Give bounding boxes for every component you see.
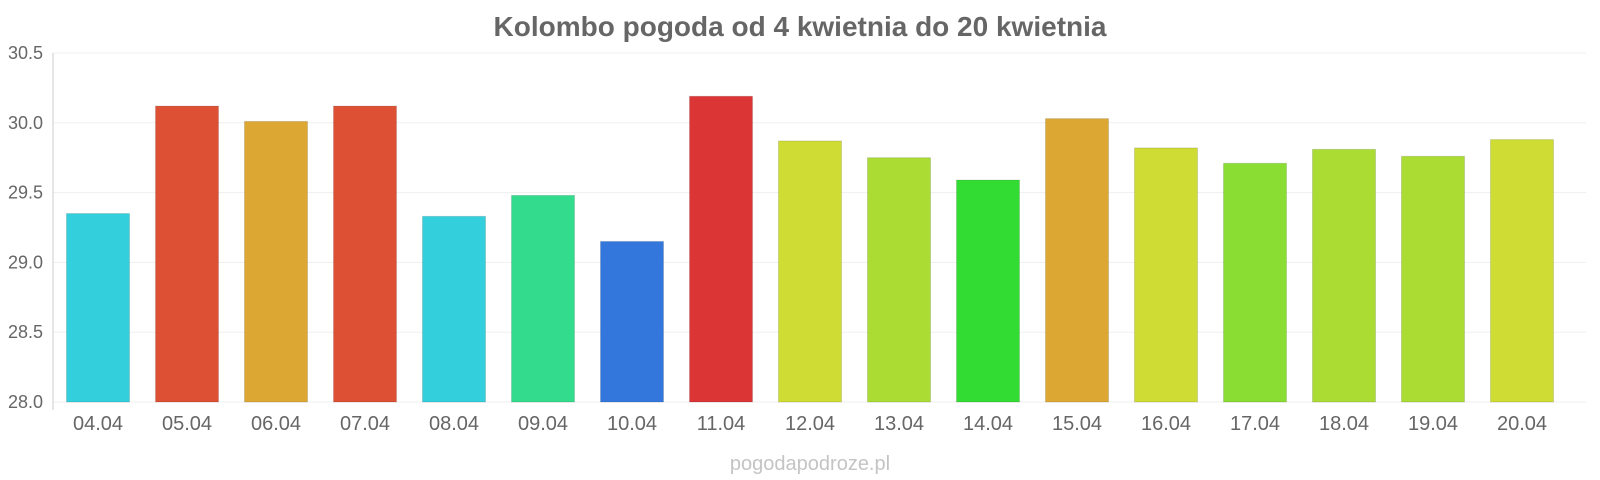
- bar: [511, 194, 575, 403]
- x-tick-label: 12.04: [785, 413, 835, 435]
- bar: [600, 240, 664, 403]
- y-tick-label: 30.5: [8, 43, 43, 63]
- x-tick-label: 07.04: [340, 413, 390, 435]
- x-tick-label: 15.04: [1052, 413, 1102, 435]
- x-tick-label: 08.04: [429, 413, 479, 435]
- chart-title: Kolombo pogoda od 4 kwietnia do 20 kwiet…: [494, 11, 1107, 42]
- bars: [66, 95, 1554, 403]
- x-tick-label: 04.04: [73, 413, 123, 435]
- bar: [867, 157, 931, 403]
- bar: [1223, 162, 1287, 403]
- y-axis-ticks: 28.0 28.5 29.0 29.5 30.0 30.5: [8, 43, 43, 412]
- x-tick-label: 05.04: [162, 413, 212, 435]
- bar: [1045, 118, 1109, 403]
- x-tick-label: 18.04: [1319, 413, 1369, 435]
- bar: [956, 179, 1020, 403]
- bar: [778, 140, 842, 403]
- bar: [333, 105, 397, 403]
- x-tick-label: 10.04: [607, 413, 657, 435]
- x-tick-label: 19.04: [1408, 413, 1458, 435]
- y-tick-label: 29.5: [8, 183, 43, 203]
- x-tick-label: 20.04: [1497, 413, 1547, 435]
- bar: [1401, 155, 1465, 403]
- x-tick-label: 14.04: [963, 413, 1013, 435]
- bar: [1490, 139, 1554, 403]
- bar: [1312, 148, 1376, 403]
- bar: [689, 95, 753, 403]
- y-tick-label: 28.0: [8, 392, 43, 412]
- site-credit: pogodapodroze.pl: [730, 453, 890, 475]
- y-tick-label: 28.5: [8, 322, 43, 342]
- bar: [155, 105, 219, 403]
- x-tick-label: 13.04: [874, 413, 924, 435]
- bar: [244, 120, 308, 403]
- x-tick-label: 11.04: [697, 413, 746, 435]
- y-tick-label: 29.0: [8, 252, 43, 272]
- bar: [1134, 147, 1198, 403]
- x-tick-label: 06.04: [251, 413, 301, 435]
- x-tick-label: 17.04: [1230, 413, 1280, 435]
- x-tick-label: 16.04: [1141, 413, 1191, 435]
- x-tick-label: 09.04: [518, 413, 568, 435]
- y-tick-label: 30.0: [8, 113, 43, 133]
- bar: [422, 215, 486, 403]
- bar: [66, 213, 130, 403]
- x-axis-ticks: 04.04 05.04 06.04 07.04 08.04 09.04 10.04 11.04…: [73, 413, 1547, 435]
